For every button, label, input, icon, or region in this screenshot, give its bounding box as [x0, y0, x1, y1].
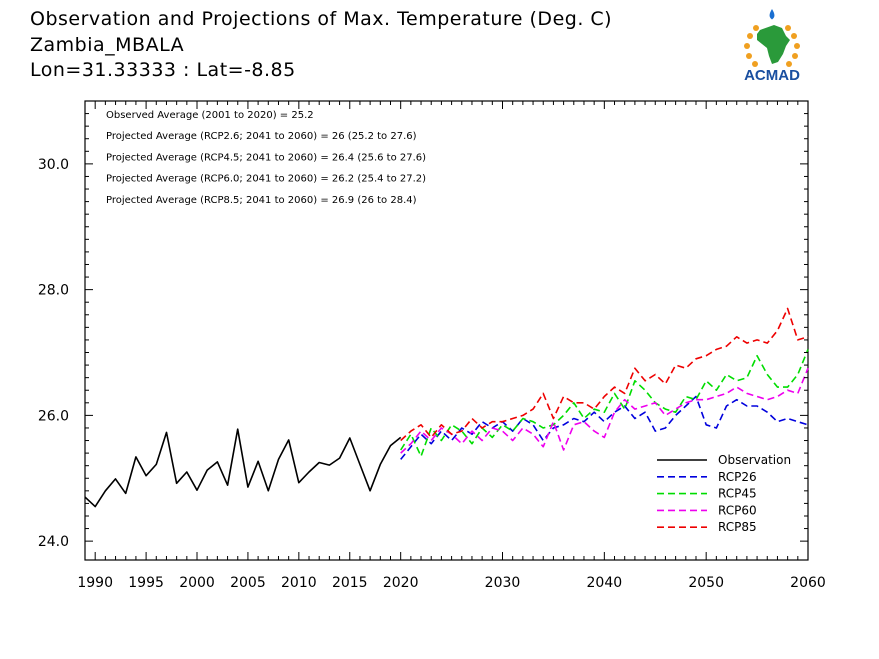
series-line-rcp26	[400, 395, 809, 460]
legend-label-rcp26: RCP26	[718, 470, 757, 484]
acmad-logo: ACMAD	[736, 6, 820, 84]
legend-label-rcp60: RCP60	[718, 503, 757, 517]
y-tick-label: 28.0	[38, 283, 69, 299]
series-lines	[84, 307, 809, 508]
station-coordinates: Lon=31.33333 : Lat=-8.85	[30, 59, 296, 81]
series-line-rcp45	[400, 349, 809, 458]
x-tick-label: 2000	[179, 575, 215, 591]
legend: Observation RCP26 RCP45 RCP60 RCP85	[657, 453, 791, 534]
series-line-rcp85	[400, 307, 809, 442]
series-line-observation	[84, 428, 402, 508]
y-tick-label: 26.0	[38, 408, 69, 424]
plot-border	[84, 100, 809, 561]
x-tick-label: 2020	[383, 575, 419, 591]
x-tick-label: 1995	[128, 575, 164, 591]
legend-label-rcp85: RCP85	[718, 520, 757, 534]
x-tick-label: 2005	[230, 575, 266, 591]
chart-title: Observation and Projections of Max. Temp…	[30, 8, 613, 30]
legend-label-observation: Observation	[718, 453, 791, 467]
series-line-rcp60	[400, 367, 809, 454]
annotation-line: Projected Average (RCP6.0; 2041 to 2060)…	[106, 174, 426, 185]
x-tick-label: 2010	[281, 575, 317, 591]
x-tick-label: 2060	[790, 575, 826, 591]
axes: 1990 1995 2000 2005 2010 2015 2020 2030 2040 2050…	[38, 100, 826, 591]
acmad-logo-text: ACMAD	[744, 67, 800, 84]
annotation-line: Observed Average (2001 to 2020) = 25.2	[106, 110, 314, 121]
annotation-line: Projected Average (RCP4.5; 2041 to 2060)…	[106, 152, 426, 163]
x-tick-label: 2050	[688, 575, 724, 591]
y-tick-label: 30.0	[38, 157, 69, 173]
x-tick-label: 2040	[587, 575, 623, 591]
plot-frame	[84, 100, 809, 561]
y-tick-label: 24.0	[38, 534, 69, 550]
legend-label-rcp45: RCP45	[718, 487, 757, 501]
annotation-line: Projected Average (RCP8.5; 2041 to 2060)…	[106, 195, 417, 206]
station-name: Zambia_MBALA	[30, 34, 185, 56]
x-tick-label: 1990	[77, 575, 113, 591]
annotations: Observed Average (2001 to 2020) = 25.2 Pr…	[106, 110, 426, 206]
acmad-logo-graphic: ACMAD	[744, 9, 800, 84]
x-tick-label: 2015	[332, 575, 368, 591]
x-tick-label: 2030	[485, 575, 521, 591]
annotation-line: Projected Average (RCP2.6; 2041 to 2060)…	[106, 131, 417, 142]
